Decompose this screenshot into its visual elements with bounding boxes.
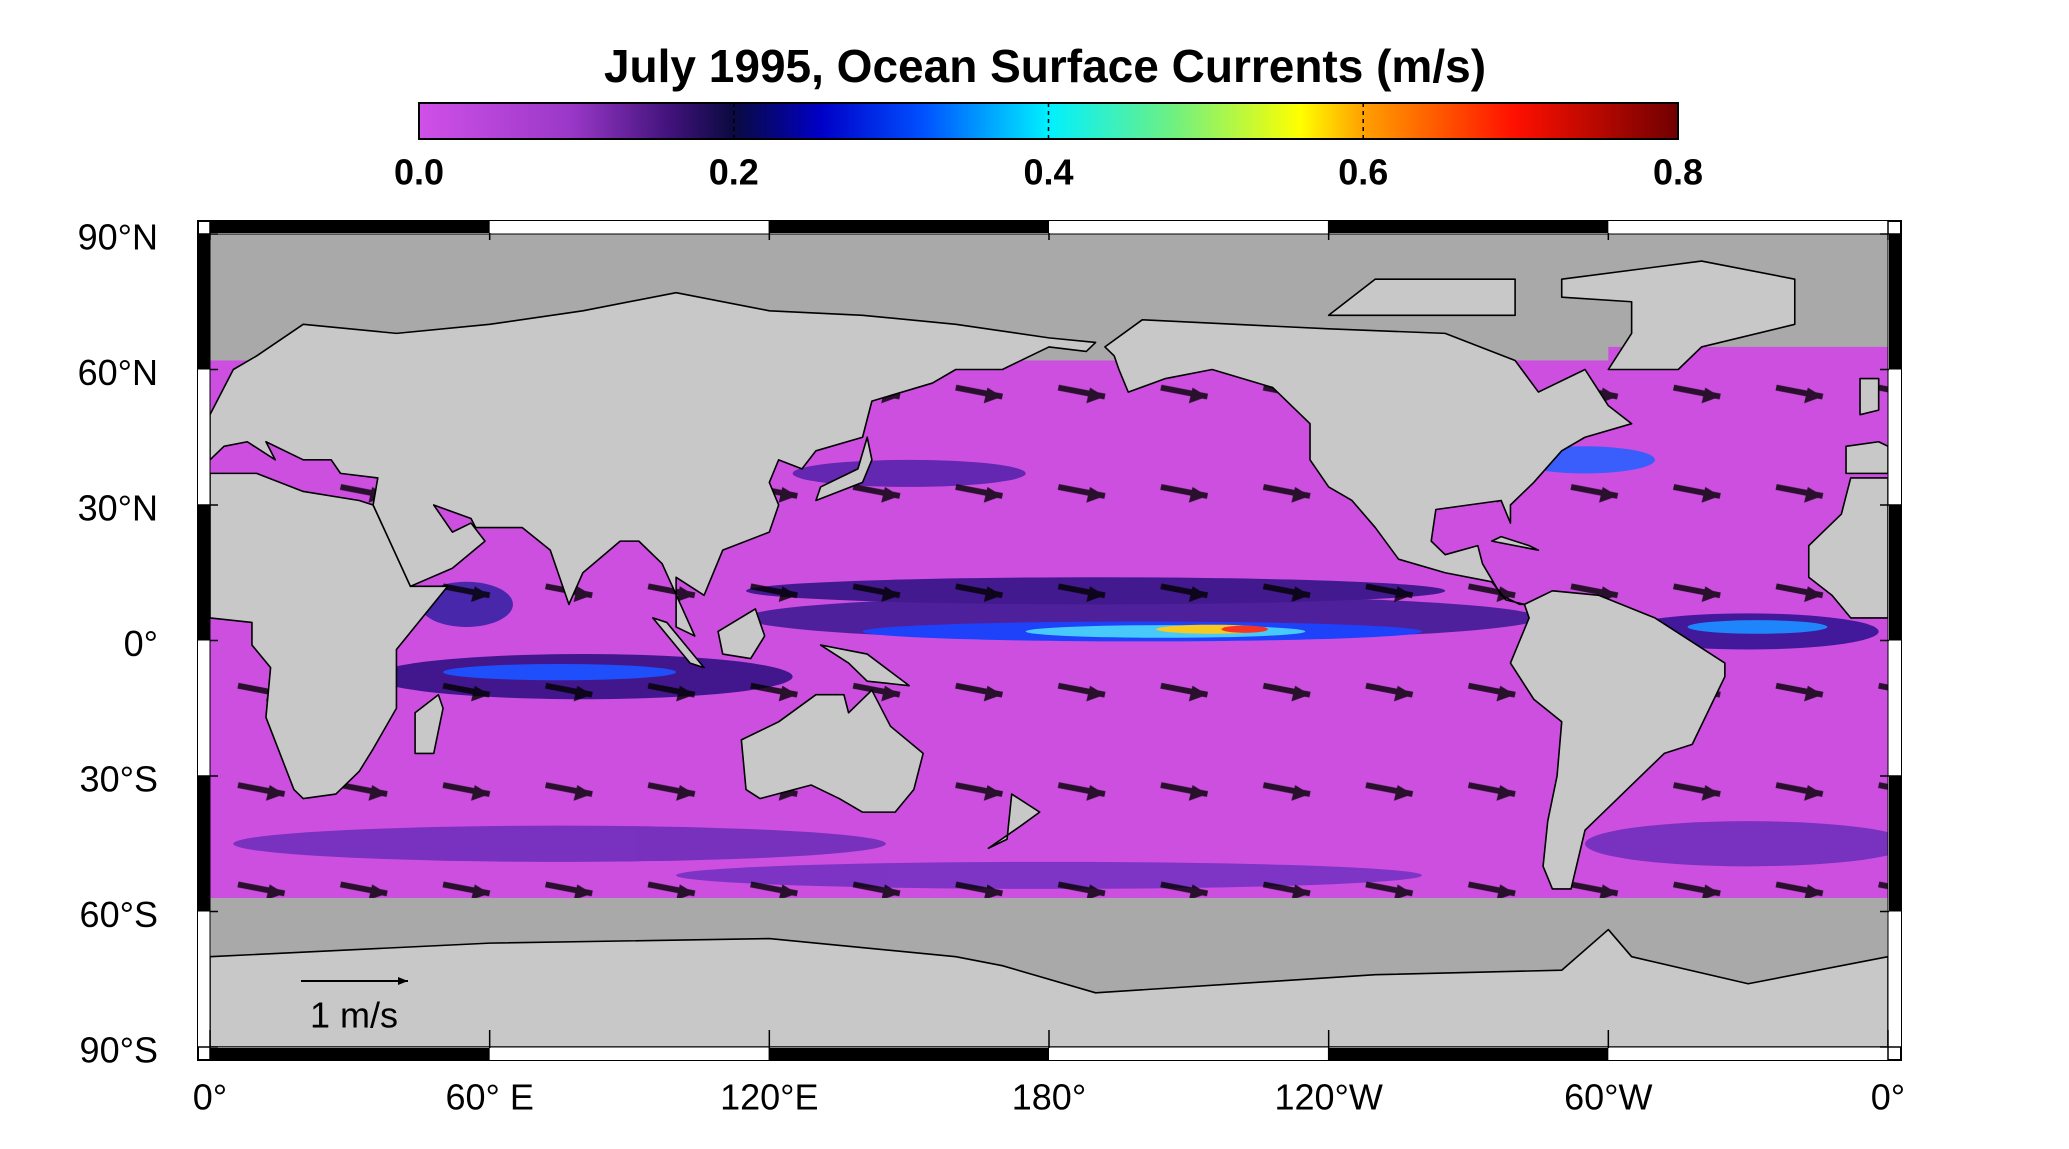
frame-segment — [1889, 234, 1901, 370]
lat-label: 90°N — [78, 217, 158, 258]
lat-label: 0° — [124, 623, 158, 664]
colorbar-tick-label: 0.8 — [1653, 152, 1703, 193]
lat-label: 30°S — [80, 759, 158, 800]
frame-segment — [198, 234, 210, 370]
frame-segment — [1889, 640, 1901, 776]
lon-label: 0° — [193, 1077, 227, 1118]
frame-segment — [1889, 776, 1901, 912]
frame-segment — [1049, 1048, 1329, 1060]
colorbar-tick-label: 0.2 — [709, 152, 759, 193]
lon-label: 0° — [1871, 1077, 1905, 1118]
colorbar-tick-label: 0.0 — [394, 152, 444, 193]
frame-segment — [1889, 505, 1901, 641]
frame-segment — [1608, 221, 1888, 233]
frame-segment — [198, 505, 210, 641]
lon-label: 60°W — [1564, 1077, 1652, 1118]
map: 1 m/s — [210, 234, 1888, 1047]
colorbar-tick-label: 0.6 — [1338, 152, 1388, 193]
frame-segment — [769, 221, 1049, 233]
lon-label: 120°E — [720, 1077, 818, 1118]
title: July 1995, Ocean Surface Currents (m/s) — [604, 40, 1486, 92]
frame-segment — [198, 776, 210, 912]
scale-label: 1 m/s — [310, 995, 398, 1036]
frame-segment — [198, 369, 210, 505]
frame-segment — [198, 911, 210, 1047]
lon-label: 60° E — [445, 1077, 533, 1118]
frame-segment — [489, 1048, 770, 1060]
colorbar-tick-label: 0.4 — [1023, 152, 1073, 193]
frame-segment — [198, 640, 210, 776]
lat-label: 30°N — [78, 488, 158, 529]
scale-arrow-head — [398, 977, 408, 985]
frame-segment — [769, 1048, 1049, 1060]
map-content — [210, 261, 1888, 1047]
ticks: 0.0 0.2 0.4 0.6 0.8 90°N 60°N 30°N 0° 30°S 60°S 90°… — [78, 103, 1905, 1118]
frame-segment — [1889, 369, 1901, 505]
frame-segment — [1889, 911, 1901, 1047]
frame-segment — [210, 1048, 490, 1060]
frame-segment — [1328, 221, 1609, 233]
lat-label: 60°S — [80, 894, 158, 935]
frame-segment — [1608, 1048, 1888, 1060]
frame-segment — [210, 221, 490, 233]
lat-label: 90°S — [80, 1030, 158, 1071]
frame-segment — [489, 221, 770, 233]
land — [210, 261, 1888, 1047]
map-frame-inner — [209, 233, 1889, 1048]
lat-label: 60°N — [78, 352, 158, 393]
frame-segment — [1049, 221, 1329, 233]
frame-segment — [1328, 1048, 1609, 1060]
lon-label: 120°W — [1274, 1077, 1382, 1118]
lon-label: 180° — [1012, 1077, 1086, 1118]
